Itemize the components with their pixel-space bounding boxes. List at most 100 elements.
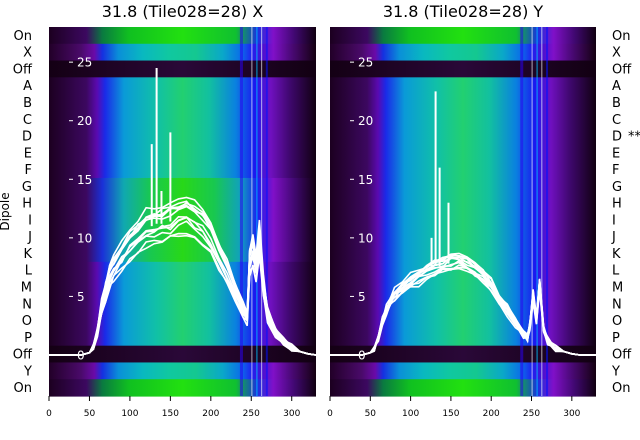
overlay-series <box>49 68 317 356</box>
row-label: A <box>23 79 32 94</box>
row-label: K <box>612 247 621 262</box>
row-label: D <box>22 130 32 145</box>
heatmap-row <box>49 43 316 62</box>
row-label: A <box>612 79 621 94</box>
heatmap-row <box>330 94 596 112</box>
row-label: L <box>612 264 620 279</box>
heatmap-row <box>49 345 316 364</box>
overlay-y-tick-label: 15 <box>358 173 373 187</box>
row-label: Off <box>612 62 632 77</box>
x-axis: 0 50 100 150 200 250 300 <box>46 396 301 419</box>
row-label: Off <box>612 348 632 363</box>
x-tick-label: 150 <box>442 409 459 419</box>
heatmap-row <box>330 312 596 330</box>
heatmap <box>49 27 316 397</box>
row-label: X <box>612 46 621 61</box>
heatmap-row <box>330 144 596 162</box>
heatmap-row <box>330 362 596 380</box>
row-label: M <box>21 280 32 295</box>
x-axis: 0 50 100 150 200 250 300 <box>327 396 581 419</box>
row-label: N <box>612 297 622 312</box>
heatmap-stripe <box>239 27 243 396</box>
row-label: I <box>28 213 32 228</box>
row-label: H <box>22 197 32 212</box>
heatmap-row <box>49 379 316 397</box>
x-tick-label: 50 <box>365 409 377 419</box>
row-label: G <box>22 180 32 195</box>
heatmap-row <box>330 211 596 229</box>
row-label: O <box>22 314 32 329</box>
chart-title: 31.8 (Tile028=28) Y <box>383 2 544 21</box>
heatmap-stripe <box>541 27 543 396</box>
heatmap-row <box>49 278 316 296</box>
row-label: P <box>24 331 32 346</box>
heatmap-row <box>330 177 596 196</box>
heatmap-row <box>49 211 316 229</box>
row-label: Off <box>13 348 33 363</box>
heatmap-row <box>330 161 596 179</box>
heatmap-stripe <box>546 27 549 396</box>
row-label: F <box>25 163 32 178</box>
heatmap-row <box>49 328 316 347</box>
overlay-y-tick-label: 20 <box>358 114 373 128</box>
row-label: E <box>612 146 620 161</box>
x-tick-label: 100 <box>121 409 138 419</box>
heatmap-row <box>330 295 596 313</box>
row-label: On <box>612 381 630 396</box>
row-label: B <box>23 96 32 111</box>
heatmap-row <box>49 295 316 313</box>
row-label: I <box>612 213 616 228</box>
row-label: C <box>23 113 32 128</box>
heatmap-row <box>49 110 316 129</box>
x-tick-label: 250 <box>523 409 540 419</box>
row-label: O <box>612 314 622 329</box>
heatmap-row <box>330 77 596 95</box>
row-label: P <box>612 331 620 346</box>
x-tick-label: 50 <box>84 409 96 419</box>
heatmap-row <box>330 27 596 45</box>
heatmap-row <box>49 194 316 213</box>
overlay-y-tick-label: 10 <box>77 231 92 245</box>
row-label: H <box>612 197 622 212</box>
heatmap-row <box>49 261 316 280</box>
heatmap-row <box>49 94 316 112</box>
heatmap-row <box>330 278 596 296</box>
heatmap-row <box>330 60 596 78</box>
y-axis-label: Dipole <box>0 192 12 230</box>
overlay-series <box>330 91 596 356</box>
heatmap-stripe <box>520 27 524 396</box>
row-label: X <box>23 46 32 61</box>
heatmap <box>330 27 596 397</box>
x-tick-label: 0 <box>327 409 333 419</box>
heatmap-row <box>330 194 596 213</box>
row-label: J <box>27 230 32 245</box>
heatmap-stripe <box>536 27 538 396</box>
heatmap-row <box>49 27 316 45</box>
x-tick-label: 300 <box>283 409 300 419</box>
overlay-line <box>330 256 596 356</box>
overlay-y-tick-label: 25 <box>358 56 373 70</box>
row-flag-mark: ** <box>628 130 640 145</box>
row-label: Y <box>23 364 32 379</box>
chart-title: 31.8 (Tile028=28) X <box>102 2 264 21</box>
heatmap-row <box>49 77 316 95</box>
row-label: C <box>612 113 621 128</box>
heatmap-row <box>330 245 596 263</box>
row-label: J <box>611 230 616 245</box>
heatmap-row <box>330 228 596 246</box>
row-label: On <box>612 29 630 44</box>
overlay-y-tick-label: 25 <box>77 56 92 70</box>
heatmap-row <box>49 362 316 380</box>
row-label: On <box>14 381 32 396</box>
x-tick-label: 150 <box>162 409 179 419</box>
heatmap-row <box>330 379 596 397</box>
heatmap-stripe <box>251 27 253 396</box>
heatmap-row <box>330 345 596 364</box>
overlay-y-tick-label: 10 <box>358 231 373 245</box>
x-tick-label: 250 <box>243 409 260 419</box>
heatmap-row <box>49 228 316 246</box>
heatmap-row <box>330 43 596 62</box>
